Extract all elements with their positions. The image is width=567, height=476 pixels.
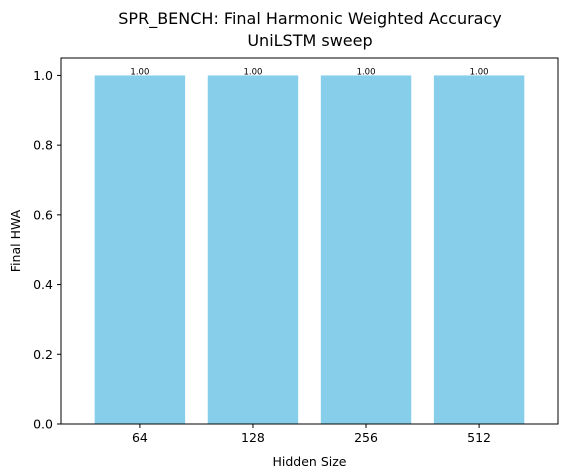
x-tick-label-256: 256 [354,430,378,445]
bar-512 [433,75,525,424]
chart-title: SPR_BENCH: Final Harmonic Weighted Accur… [118,9,501,29]
bar-256 [320,75,412,424]
y-tick-label-3: 0.6 [33,207,53,222]
x-axis-label: Hidden Size [273,454,347,469]
bar-64 [94,75,186,424]
plot-frame [60,57,559,425]
data-labels-layer: 1.00 1.00 1.00 1.00 [130,67,488,77]
bars-layer [94,75,525,424]
y-axis: 0.0 0.2 0.4 0.6 0.8 1.0 [33,68,61,432]
y-tick-label-5: 1.0 [33,68,53,83]
y-tick-label-1: 0.2 [33,347,53,362]
data-label-512: 1.00 [470,67,489,77]
y-tick-label-4: 0.8 [33,138,53,153]
y-axis-label: Final HWA [8,209,23,272]
bar-128 [207,75,299,424]
x-tick-label-128: 128 [241,430,265,445]
data-label-256: 1.00 [357,67,376,77]
data-label-128: 1.00 [243,67,262,77]
y-tick-label-2: 0.4 [33,277,53,292]
x-axis: 64 128 256 512 [132,424,491,445]
chart-subtitle: UniLSTM sweep [247,31,372,50]
y-tick-label-0: 0.0 [33,417,53,432]
x-tick-label-512: 512 [467,430,491,445]
data-label-64: 1.00 [130,67,149,77]
x-tick-label-64: 64 [132,430,148,445]
